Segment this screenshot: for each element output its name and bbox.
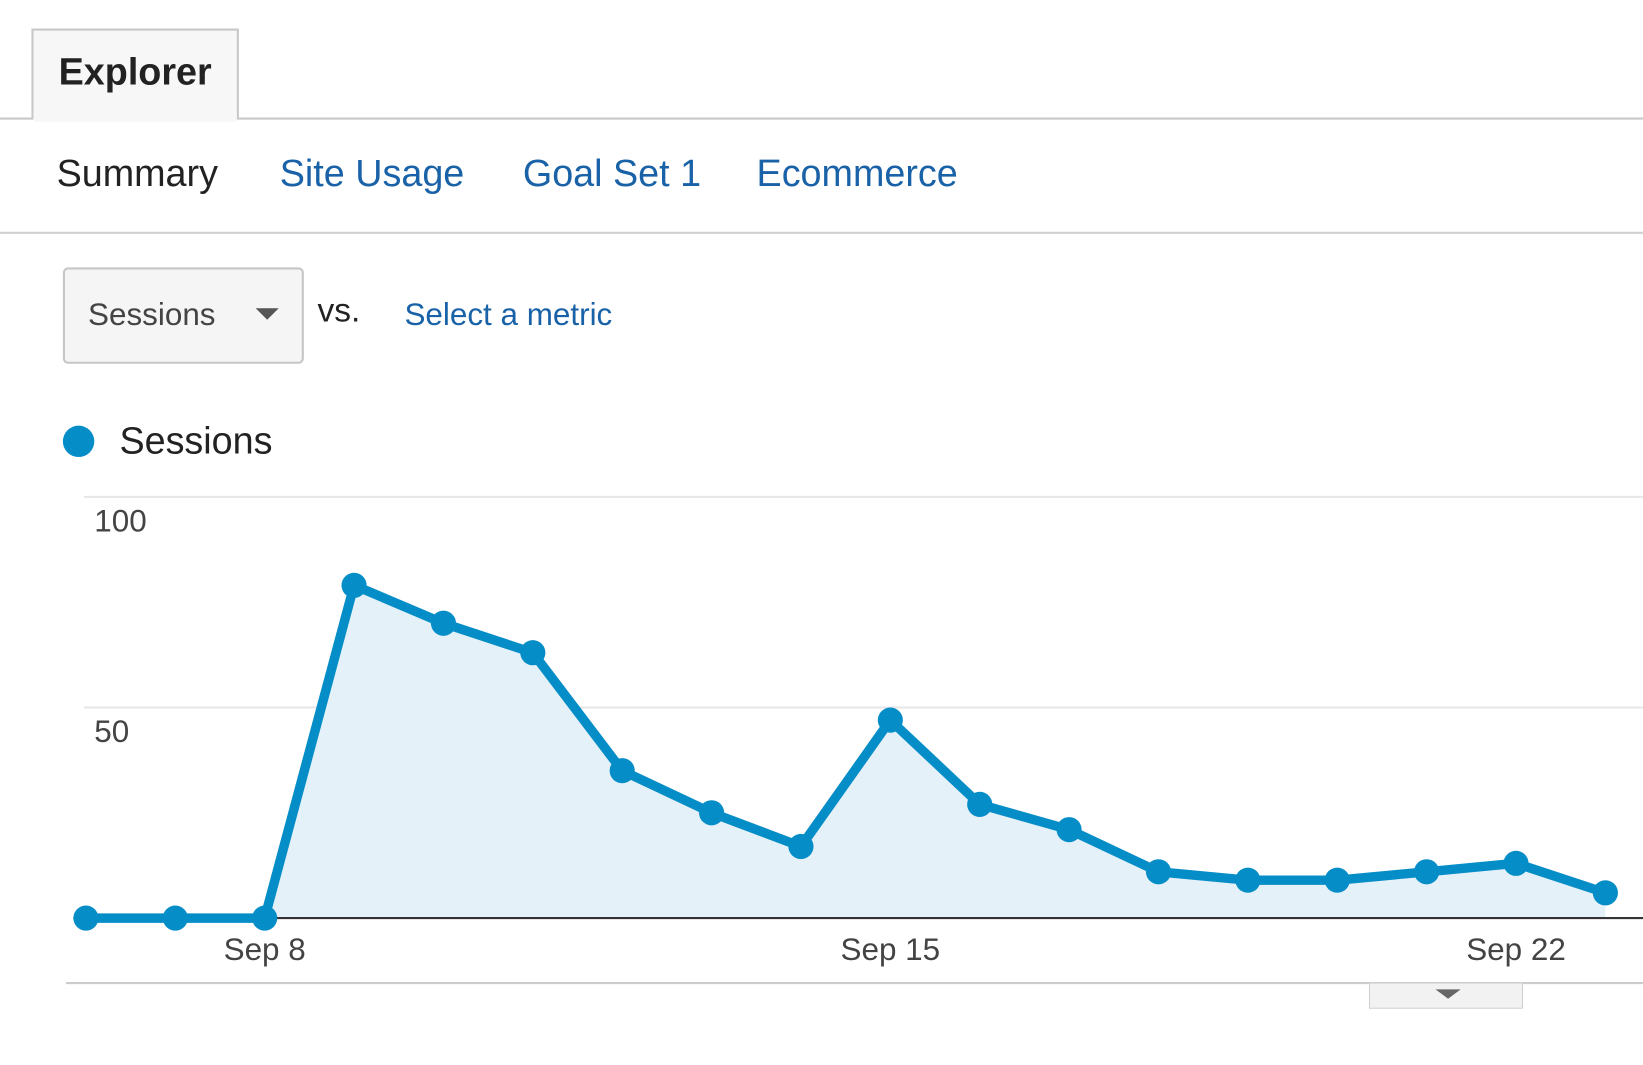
y-tick-label: 50 [94,714,129,749]
y-tick-label: 100 [94,503,146,538]
point [1414,859,1440,885]
x-tick-label: Sep 15 [841,932,941,967]
dropdown-arrow [255,308,279,320]
point [341,572,367,598]
legend-label: Sessions [119,419,272,461]
metric-link[interactable]: Select a metric [404,297,612,332]
point [788,833,814,860]
point [73,905,99,931]
x-tick-label: Sep 8 [224,932,306,967]
vs-label: vs. [317,292,360,329]
tab-label[interactable]: Explorer [59,51,212,93]
tab[interactable] [31,28,239,119]
subtab[interactable]: Ecommerce [757,152,958,194]
point [877,707,903,733]
dropdown-label[interactable]: Sessions [88,297,215,332]
point [967,791,993,817]
point [1592,880,1618,906]
point [609,758,635,784]
expand-arrow [1435,989,1461,999]
point [1056,817,1082,843]
point [520,640,546,666]
tab-cover [33,113,237,122]
point [1503,850,1529,876]
subtab[interactable]: Site Usage [280,152,465,194]
area [85,585,1606,919]
point [699,800,725,826]
point [162,905,188,931]
plot: 50 100 Sep 8 Sep 15 Sep 22 [73,495,1643,967]
point [252,905,278,931]
point [1145,859,1172,885]
subtab[interactable]: Summary [57,152,219,194]
point [1324,867,1350,893]
point [430,610,457,636]
legend-marker [62,425,95,458]
metric-dropdown[interactable] [62,267,304,364]
point [1235,867,1261,893]
x-tick-label: Sep 22 [1466,932,1566,967]
subtab[interactable]: Goal Set 1 [523,152,701,194]
line [85,580,1607,923]
